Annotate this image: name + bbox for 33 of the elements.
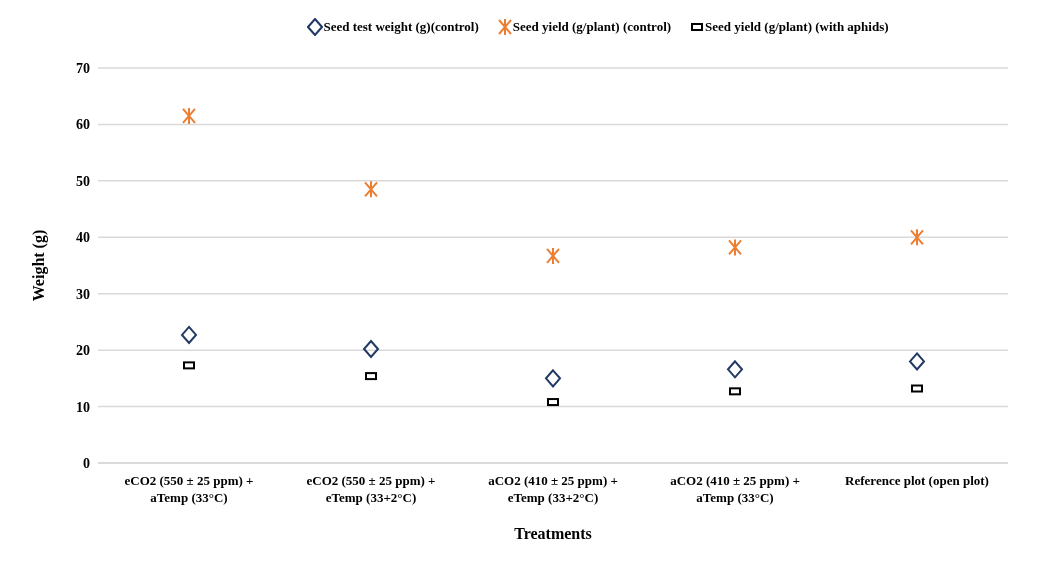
- y-tick-label: 10: [76, 399, 90, 415]
- y-tick-label: 20: [76, 343, 90, 359]
- legend-label: Seed test weight (g)(control): [323, 19, 479, 35]
- point: [728, 238, 742, 257]
- x-axis-title: Treatments: [514, 525, 592, 542]
- point: [182, 106, 196, 125]
- point: [364, 180, 378, 199]
- point: [365, 372, 377, 381]
- legend-label: Seed yield (g/plant) (with aphids): [705, 19, 889, 35]
- y-tick-label: 40: [76, 230, 90, 246]
- point: [909, 352, 925, 371]
- y-tick-label: 30: [76, 286, 90, 302]
- point: [727, 360, 743, 379]
- y-tick-label: 0: [83, 455, 90, 471]
- point: [181, 325, 197, 344]
- x-tick-label: eCO2 (550 ± 25 ppm) + aTemp (33°C): [124, 473, 254, 505]
- point: [546, 246, 560, 265]
- x-tick-label: aCO2 (410 ± 25 ppm) + eTemp (33+2°C): [488, 473, 618, 505]
- y-tick-label: 60: [76, 117, 90, 133]
- legend-label: Seed yield (g/plant) (control): [512, 19, 672, 35]
- point: [729, 387, 741, 396]
- point: [363, 340, 379, 359]
- y-tick-label: 50: [76, 173, 90, 189]
- point: [183, 361, 195, 370]
- y-tick-label: 70: [76, 60, 90, 76]
- y-axis-title: Weight (g): [29, 229, 48, 302]
- x-tick-label: aCO2 (410 ± 25 ppm) + aTemp (33°C): [670, 473, 800, 505]
- point: [547, 398, 559, 407]
- point: [910, 228, 924, 247]
- x-tick-label: Reference plot (open plot): [845, 473, 989, 488]
- point: [545, 369, 561, 388]
- x-tick-label: eCO2 (550 ± 25 ppm) + eTemp (33+2°C): [306, 473, 436, 505]
- point: [911, 384, 923, 393]
